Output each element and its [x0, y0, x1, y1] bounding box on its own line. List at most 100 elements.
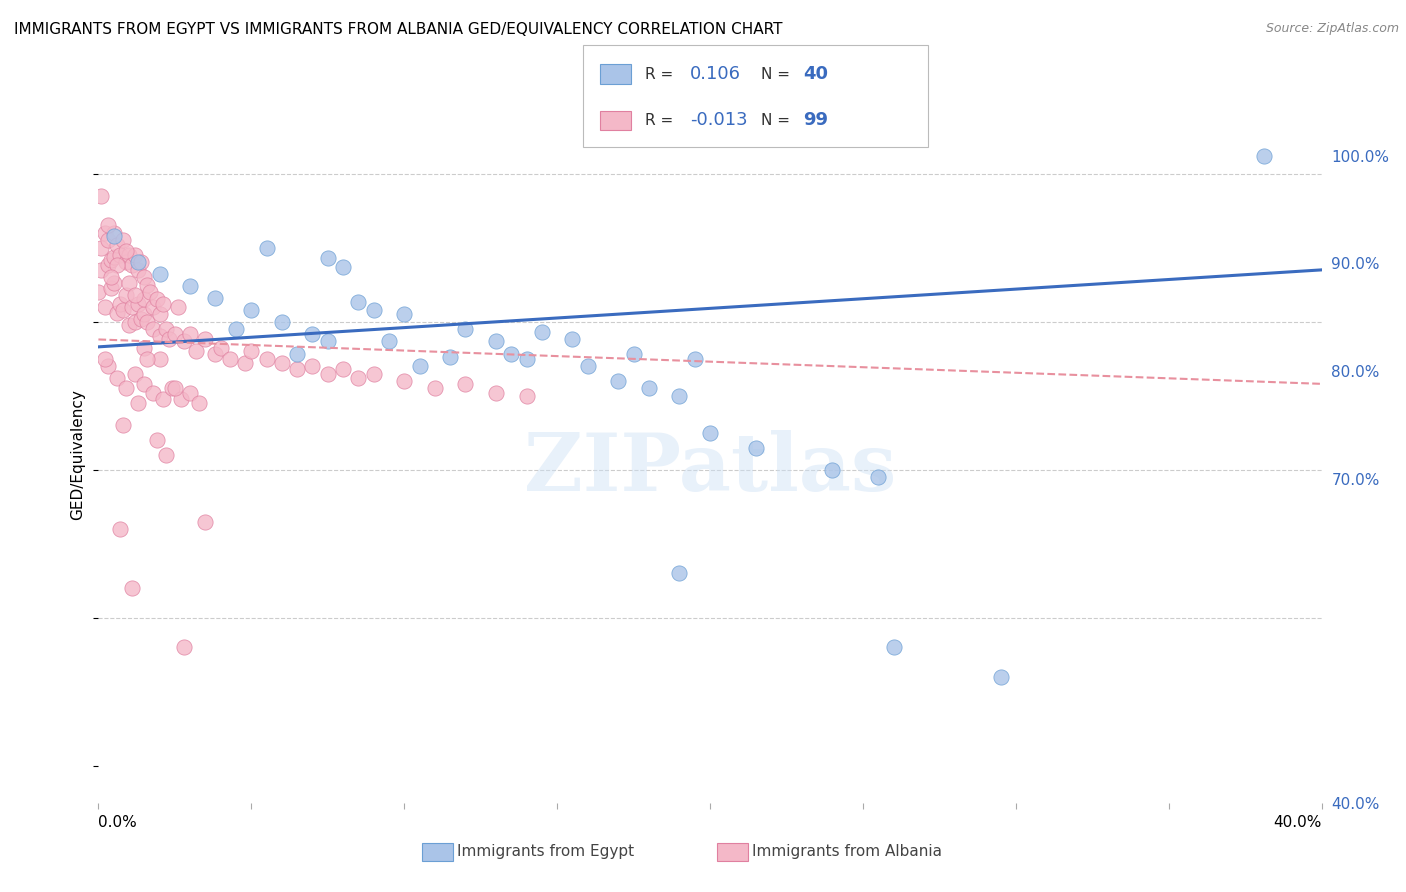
- Point: [392, 307, 416, 321]
- Point: [149, 307, 172, 321]
- Point: [332, 260, 354, 274]
- Point: [204, 291, 226, 305]
- Point: [127, 263, 149, 277]
- Point: [194, 515, 217, 529]
- Point: [316, 334, 339, 348]
- Point: [93, 351, 115, 366]
- Point: [97, 219, 120, 233]
- Point: [127, 396, 149, 410]
- Point: [121, 300, 143, 314]
- Point: [136, 277, 159, 292]
- Point: [186, 344, 208, 359]
- Point: [152, 297, 174, 311]
- Point: [332, 362, 354, 376]
- Point: [167, 300, 190, 314]
- Point: [97, 359, 120, 373]
- Point: [163, 326, 186, 341]
- Point: [209, 342, 232, 356]
- Point: [179, 326, 201, 341]
- Point: [97, 233, 120, 247]
- Point: [285, 347, 308, 361]
- Point: [105, 371, 128, 385]
- Point: [240, 302, 263, 317]
- Point: [90, 263, 112, 277]
- Point: [134, 342, 156, 356]
- Point: [111, 302, 134, 317]
- Point: [378, 334, 401, 348]
- Point: [127, 297, 149, 311]
- Point: [108, 522, 131, 536]
- Point: [124, 315, 146, 329]
- Point: [90, 189, 112, 203]
- Point: [108, 248, 131, 262]
- Point: [347, 295, 370, 310]
- Point: [240, 344, 263, 359]
- Text: Immigrants from Albania: Immigrants from Albania: [752, 845, 942, 859]
- Point: [270, 315, 292, 329]
- Point: [87, 285, 110, 299]
- Point: [93, 226, 115, 240]
- Point: [179, 279, 201, 293]
- Point: [745, 441, 768, 455]
- Text: 99: 99: [803, 112, 828, 129]
- Point: [173, 640, 195, 655]
- Point: [301, 359, 323, 373]
- Point: [883, 640, 905, 655]
- Point: [121, 259, 143, 273]
- Point: [105, 306, 128, 320]
- Point: [145, 293, 167, 307]
- Point: [149, 329, 172, 343]
- Text: ZIPatlas: ZIPatlas: [524, 430, 896, 508]
- Point: [118, 248, 141, 262]
- Point: [157, 333, 180, 347]
- Point: [118, 276, 141, 290]
- Point: [155, 448, 177, 462]
- Point: [121, 581, 143, 595]
- Point: [363, 302, 385, 317]
- Point: [225, 322, 247, 336]
- Point: [124, 367, 146, 381]
- Text: N =: N =: [761, 67, 794, 81]
- Point: [134, 376, 156, 391]
- Point: [136, 351, 159, 366]
- Point: [118, 318, 141, 332]
- Point: [142, 385, 165, 400]
- Point: [134, 307, 156, 321]
- Point: [408, 359, 430, 373]
- Point: [683, 351, 706, 366]
- Point: [363, 367, 385, 381]
- Point: [439, 350, 461, 364]
- Point: [270, 356, 292, 370]
- Point: [256, 241, 278, 255]
- Point: [285, 362, 308, 376]
- Text: 40.0%: 40.0%: [1274, 814, 1322, 830]
- Point: [115, 381, 138, 395]
- Point: [163, 381, 186, 395]
- Point: [97, 259, 120, 273]
- Point: [149, 268, 172, 282]
- Point: [990, 670, 1012, 684]
- Point: [194, 333, 217, 347]
- Text: 0.106: 0.106: [690, 65, 741, 83]
- Text: N =: N =: [761, 113, 794, 128]
- Point: [93, 300, 115, 314]
- Point: [145, 433, 167, 447]
- Text: Immigrants from Egypt: Immigrants from Egypt: [457, 845, 634, 859]
- Point: [103, 276, 125, 290]
- Point: [188, 396, 211, 410]
- Point: [155, 322, 177, 336]
- Text: 0.0%: 0.0%: [98, 814, 138, 830]
- Point: [316, 367, 339, 381]
- Point: [105, 259, 128, 273]
- Text: 40: 40: [803, 65, 828, 83]
- Point: [485, 334, 508, 348]
- Point: [142, 322, 165, 336]
- Point: [103, 228, 125, 243]
- Point: [347, 371, 370, 385]
- Point: [821, 463, 844, 477]
- Point: [142, 300, 165, 314]
- Point: [100, 270, 122, 285]
- Point: [668, 566, 690, 581]
- Point: [90, 241, 112, 255]
- Point: [179, 385, 201, 400]
